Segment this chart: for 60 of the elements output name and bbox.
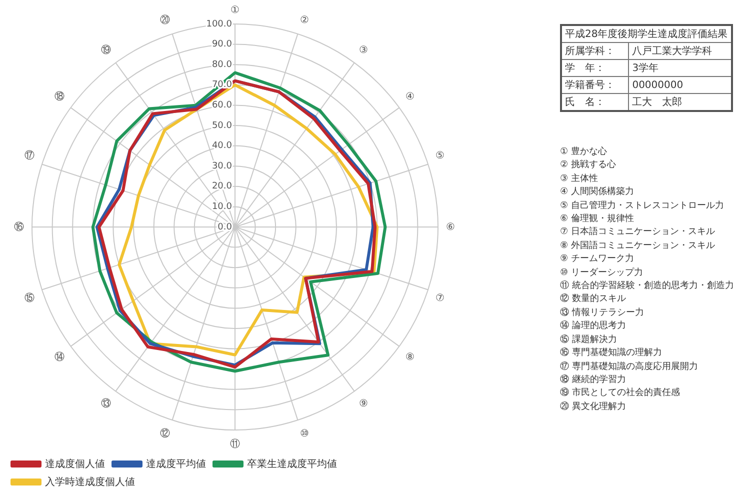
text: 学籍番号： 00000000 <box>565 80 684 91</box>
text: ⑱ 継続的学習力 <box>560 374 627 387</box>
spoke-label: ⑮ <box>24 292 34 304</box>
text: ③ 主体性 <box>560 172 599 186</box>
text: 平成28年度後期学生達成度評価結果 <box>561 25 732 42</box>
text: ④ 人間関係構築力 <box>560 186 635 200</box>
spoke-label: ⑦ <box>436 292 445 304</box>
spoke-label: ⑰ <box>24 150 34 162</box>
spoke-label: ⑬ <box>100 397 111 410</box>
text: ⑪ 統合的学習経験・創造的思考力・創造力 <box>560 280 735 294</box>
text: ⑬ 情報リテラシー力 <box>560 306 645 320</box>
spoke-label: ⑪ <box>230 438 240 450</box>
spoke-label: ⑤ <box>436 150 445 162</box>
y-tick-label: 60.0 <box>212 100 232 111</box>
y-tick-label: 20.0 <box>212 182 232 192</box>
text: ⑧ 外国語コミュニケーション・スキル <box>560 240 716 253</box>
text: ⑳ 異文化理解力 <box>560 400 627 414</box>
y-tick-label: 80.0 <box>212 60 232 70</box>
text: ⑲ 市民としての社会的責任感 <box>560 387 681 400</box>
spoke-label: ⑩ <box>300 428 310 440</box>
text: ① 豊かな心 <box>560 146 608 159</box>
y-tick-label: 40.0 <box>212 141 232 152</box>
spoke-label: ⑳ <box>160 14 170 26</box>
text: ⑦ 日本語コミュニケーション・スキル <box>560 226 716 240</box>
y-tick-label: 100.0 <box>206 19 232 30</box>
text: ② 挑戦する心 <box>560 159 617 172</box>
spoke-label: ⑭ <box>54 350 64 363</box>
y-tick-label: 50.0 <box>212 120 232 131</box>
text: 氏 名： 工大 太郎 <box>565 97 682 108</box>
spoke-label: ⑫ <box>160 427 170 440</box>
spoke-label: ⑨ <box>359 398 368 410</box>
text: ⑤ 自己管理力・ストレスコントロール力 <box>560 200 725 213</box>
y-tick-label: 90.0 <box>212 40 232 50</box>
legend-label: 達成度個人値 <box>45 458 105 470</box>
y-tick-label: 30.0 <box>212 161 232 172</box>
text: ⑨ チームワーク力 <box>560 253 635 266</box>
text: 学 年： 3学年 <box>565 63 659 74</box>
text: ⑩ リーダーシップ力 <box>560 266 644 280</box>
spoke-label: ② <box>300 15 310 26</box>
text: ⑫ 数量的スキル <box>560 293 627 306</box>
text: ⑯ 専門基礎知識の理解力 <box>560 347 663 360</box>
legend-label: 入学時達成度個人値 <box>45 476 135 488</box>
legend-label: 卒業生達成度平均値 <box>247 458 337 470</box>
y-tick-label: 0.0 <box>218 222 232 232</box>
spoke-label: ⑱ <box>54 90 64 103</box>
spoke-label: ③ <box>359 45 368 56</box>
text: ⑮ 課題解決力 <box>560 334 618 347</box>
text: 所属学科： 八戸工業大学学科 <box>565 46 712 57</box>
legend-label: 達成度平均値 <box>146 458 206 470</box>
spoke-label: ⑲ <box>100 44 111 56</box>
spoke-label: ④ <box>406 92 415 103</box>
spoke-label: ⑯ <box>14 220 24 233</box>
spoke-label: ⑥ <box>446 222 455 233</box>
spoke-label: ⑧ <box>406 352 415 363</box>
text: ⑰ 専門基礎知識の高度応用展開力 <box>560 360 699 374</box>
y-tick-label: 70.0 <box>212 80 232 90</box>
y-tick-label: 10.0 <box>212 202 232 212</box>
text: ⑭ 論理的思考力 <box>560 320 627 334</box>
spoke-label: ① <box>230 4 240 16</box>
text: ⑥ 倫理観・規律性 <box>560 213 635 226</box>
